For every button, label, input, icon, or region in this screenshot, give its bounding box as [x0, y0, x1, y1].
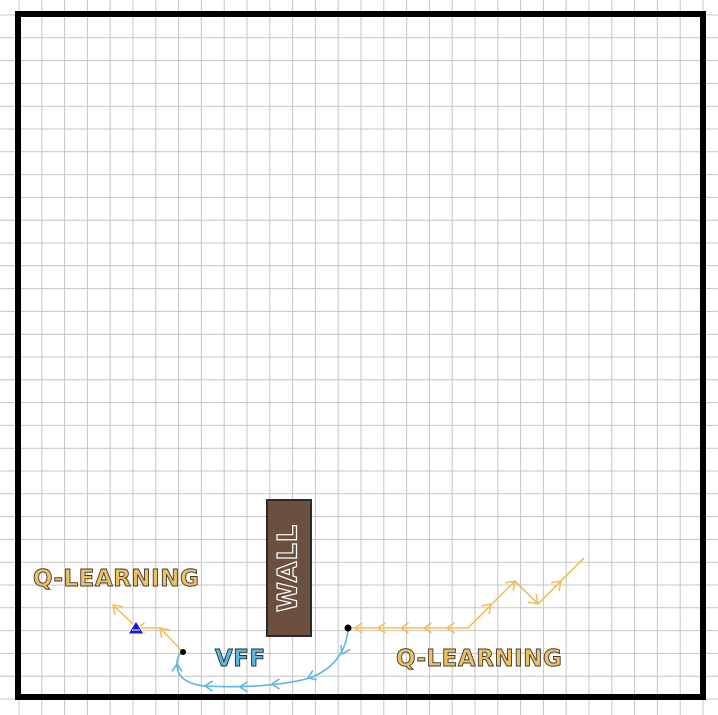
q-learning-label-left: Q-LEARNING	[33, 566, 199, 592]
arena-boundary	[15, 11, 706, 700]
vff-label: VFF	[215, 646, 266, 672]
q-learning-path-left	[112, 604, 184, 653]
vff-trajectory	[176, 627, 349, 688]
q-learning-arrow	[481, 603, 492, 614]
wall-label: WALL	[273, 524, 304, 612]
vff-arrow	[271, 678, 280, 690]
q-learning-path-right	[348, 557, 585, 634]
vff-arrow	[204, 680, 213, 692]
vff-arrow	[239, 681, 248, 693]
q-learning-arrow	[551, 580, 562, 591]
wall-obstacle: WALL	[266, 499, 312, 637]
q-learning-arrow	[528, 594, 539, 605]
q-learning-arrow	[423, 622, 432, 634]
q-learning-trajectory-left	[112, 604, 184, 653]
vff-arrow	[339, 644, 351, 655]
start-point-left	[180, 649, 186, 655]
vff-arrow	[171, 663, 183, 672]
q-learning-arrow	[112, 604, 123, 615]
q-learning-arrow	[159, 627, 170, 638]
vff-path	[171, 627, 351, 693]
vff-arrow	[307, 669, 317, 681]
q-learning-arrow	[505, 580, 516, 591]
q-learning-arrow	[400, 622, 409, 634]
q-learning-arrow	[446, 622, 455, 634]
q-learning-arrow	[354, 622, 363, 634]
q-learning-arrow	[377, 622, 386, 634]
start-point-right	[344, 624, 352, 632]
q-learning-label-right: Q-LEARNING	[396, 646, 562, 672]
robot-icon	[127, 620, 145, 635]
